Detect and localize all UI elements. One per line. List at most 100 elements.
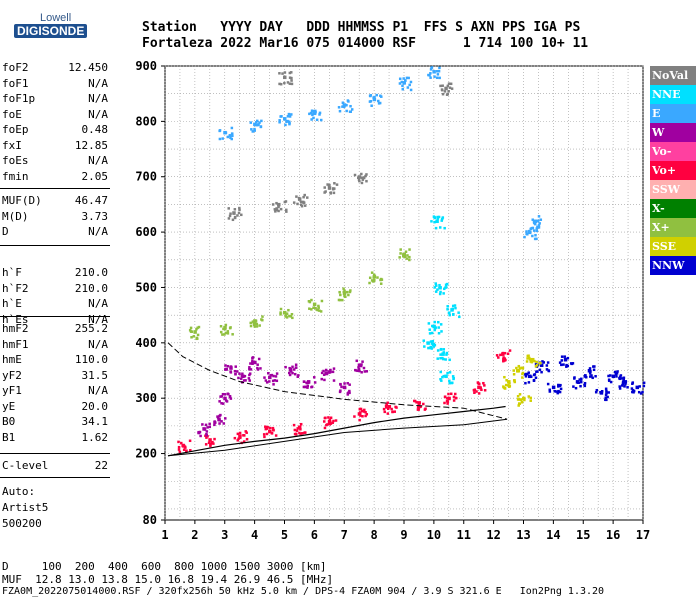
echo-point-sse (530, 360, 534, 364)
echo-point-x- (310, 298, 313, 302)
echo-point-nne (452, 376, 455, 380)
echo-point-noval (303, 193, 306, 197)
echo-point-x- (197, 325, 201, 329)
echo-point-x- (196, 326, 199, 330)
echo-point-w (243, 374, 247, 378)
echo-point-x- (290, 312, 294, 316)
echo-point-w (357, 367, 361, 371)
echo-point-w (302, 385, 306, 389)
profile-bound-upper (167, 342, 508, 420)
echo-point-nnw (566, 356, 570, 360)
echo-point-noval (364, 174, 367, 178)
param-name: h`F2 (2, 281, 29, 295)
echo-point-noval (277, 209, 280, 213)
header-line-2: Fortaleza 2022 Mar16 075 014000 RSF 1 71… (142, 36, 589, 51)
echo-point-nne (433, 320, 436, 324)
echo-point-nne (426, 341, 430, 345)
echo-point-nne (439, 370, 443, 374)
echo-point-nnw (639, 392, 643, 395)
echo-point-sse (512, 369, 515, 372)
echo-point-e (401, 84, 404, 88)
param-name: B0 (2, 415, 16, 428)
echo-point-w (205, 432, 208, 436)
echo-point-noval (450, 87, 454, 90)
echo-point-vo- (358, 407, 362, 411)
echo-point-vo- (212, 442, 215, 445)
echo-point-nnw (557, 385, 560, 388)
echo-point-vo- (263, 435, 266, 439)
param-row: yE 20.0 (2, 399, 108, 414)
y-tick-label: 900 (135, 59, 157, 73)
echo-point-vo- (478, 382, 481, 386)
echo-point-nne (436, 217, 440, 220)
echo-point-w (291, 365, 294, 369)
param-value: 0.48 (81, 123, 109, 136)
echo-point-sse (528, 356, 531, 360)
echo-point-nnw (622, 378, 626, 381)
echo-point-x- (190, 336, 193, 339)
echo-point-e (531, 234, 534, 238)
echo-point-e (536, 225, 539, 229)
echo-point-nnw (621, 382, 625, 386)
echo-point-w (227, 392, 230, 396)
echo-point-noval (285, 210, 288, 213)
param-row: M(D) 3.73 (2, 209, 108, 224)
echo-point-nnw (524, 381, 527, 385)
legend-item-w: W (650, 123, 696, 142)
echo-point-e (310, 118, 313, 121)
param-row: hmF2 255.2 (2, 321, 108, 336)
echo-point-e (312, 111, 317, 116)
echo-point-vo- (497, 356, 500, 359)
echo-point-vo- (188, 439, 192, 443)
echo-point-e (531, 218, 534, 221)
echo-point-w (329, 370, 332, 374)
echo-point-sse (535, 360, 538, 364)
echo-point-nne (447, 311, 451, 315)
echo-point-nne (430, 331, 434, 335)
echo-point-noval (275, 208, 279, 212)
echo-point-e (438, 66, 441, 70)
echo-point-noval (362, 176, 366, 180)
echo-point-vo- (295, 429, 299, 432)
echo-point-w (228, 395, 232, 399)
echo-point-nnw (642, 384, 646, 388)
echo-point-nne (442, 348, 446, 351)
echo-point-sse (516, 398, 520, 401)
echo-point-nnw (591, 376, 594, 380)
echo-point-nnw (557, 389, 560, 393)
echo-point-w (263, 376, 266, 379)
echo-point-w (313, 381, 317, 384)
echo-point-w (346, 382, 349, 385)
echo-point-nne (441, 216, 445, 219)
echo-point-e (429, 72, 432, 75)
param-name: hmE (2, 353, 22, 366)
echo-point-noval (299, 203, 303, 207)
echo-point-w (275, 379, 279, 383)
echo-point-w (208, 422, 211, 426)
echo-point-w (220, 395, 224, 398)
echo-point-vo- (447, 392, 450, 396)
footer-distance-row: D 100 200 400 600 800 1000 1500 3000 [km… (2, 560, 327, 573)
echo-point-x- (221, 333, 224, 336)
echo-point-w (202, 427, 206, 431)
param-row: foF1 N/A (2, 76, 108, 91)
echo-point-vo- (390, 407, 393, 411)
echo-point-nne (433, 220, 436, 224)
panel-divider (0, 245, 110, 246)
y-tick-label: 300 (135, 391, 157, 405)
echo-point-w (259, 367, 262, 370)
echo-point-w (234, 372, 237, 376)
echo-point-w (238, 372, 241, 375)
echo-point-noval (275, 201, 278, 205)
echo-point-nne (448, 379, 451, 383)
echo-point-sse (518, 367, 522, 370)
param-name: fxI (2, 138, 22, 152)
echo-point-noval (441, 84, 444, 87)
echo-point-w (365, 370, 369, 373)
echo-point-x- (398, 256, 401, 259)
echo-point-e (438, 76, 441, 80)
echo-point-nnw (560, 359, 564, 362)
echo-point-noval (335, 183, 339, 186)
panel-divider (0, 453, 110, 454)
echo-point-noval (275, 207, 278, 210)
